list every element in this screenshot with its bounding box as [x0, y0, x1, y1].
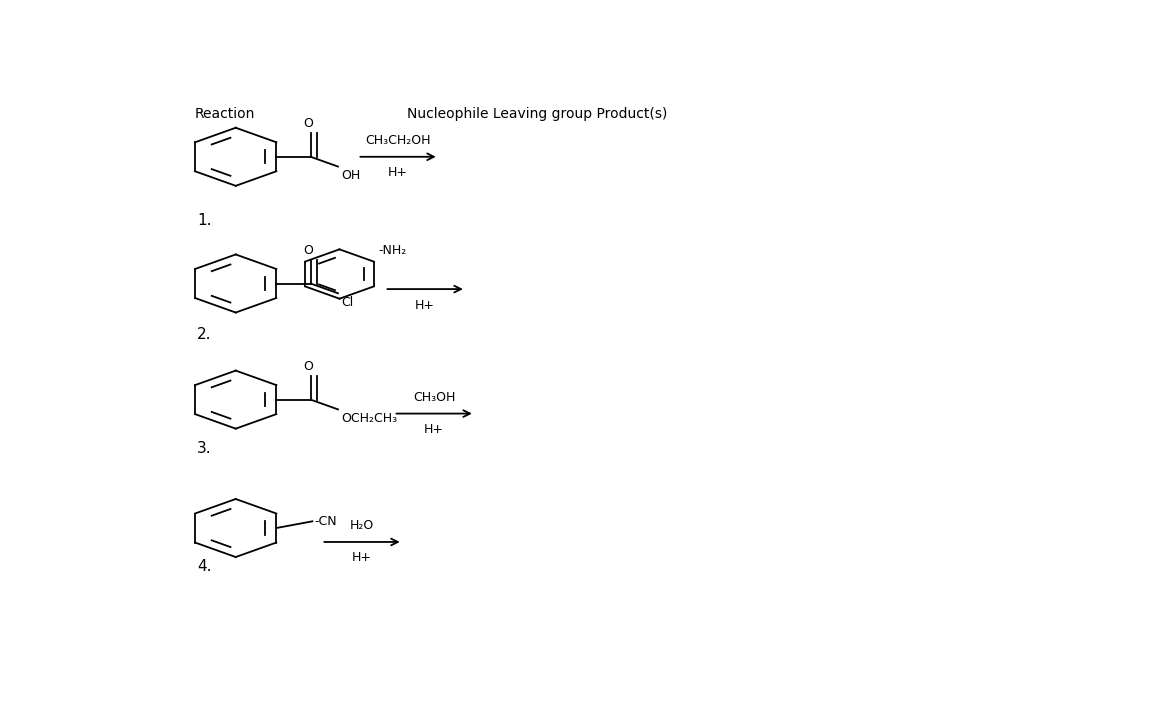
Text: 1.: 1.	[197, 212, 212, 228]
Text: H+: H+	[352, 552, 372, 565]
Text: 3.: 3.	[197, 442, 212, 457]
Text: CH₃CH₂OH: CH₃CH₂OH	[365, 134, 431, 147]
Text: -CN: -CN	[314, 515, 336, 528]
Text: 4.: 4.	[197, 559, 212, 573]
Text: OH: OH	[341, 169, 361, 182]
Text: H₂O: H₂O	[350, 520, 374, 532]
Text: Reaction: Reaction	[196, 107, 255, 120]
Text: O: O	[303, 360, 313, 373]
Text: O: O	[303, 117, 313, 130]
Text: Nucleophile Leaving group Product(s): Nucleophile Leaving group Product(s)	[407, 107, 667, 120]
Text: Cl: Cl	[341, 296, 354, 309]
Text: O: O	[303, 244, 313, 257]
Text: OCH₂CH₃: OCH₂CH₃	[341, 412, 398, 425]
Text: H+: H+	[388, 166, 409, 179]
Text: CH₃OH: CH₃OH	[413, 391, 455, 404]
Text: 2.: 2.	[197, 327, 212, 342]
Text: H+: H+	[416, 299, 435, 312]
Text: -NH₂: -NH₂	[378, 244, 406, 257]
Text: H+: H+	[424, 423, 445, 436]
